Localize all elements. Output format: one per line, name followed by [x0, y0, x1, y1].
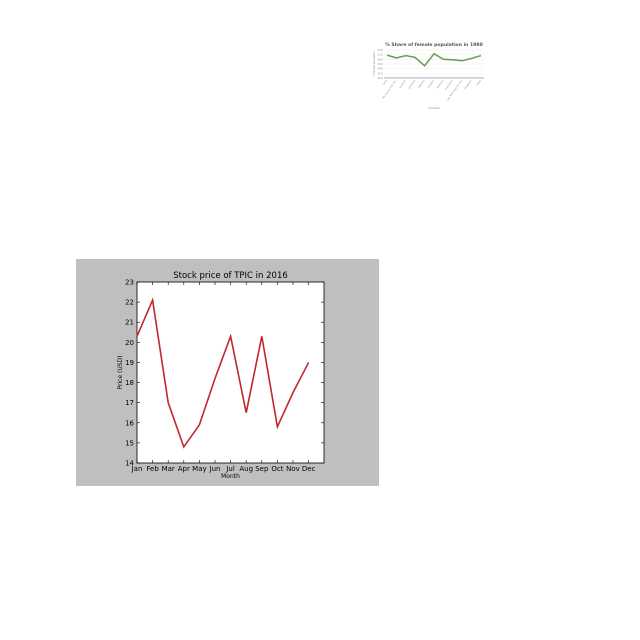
- main-chart-ytick-label: 17: [125, 399, 134, 407]
- main-chart-ytick-label: 21: [125, 319, 134, 327]
- female-population-chart: % Share of female population in 1980 52.0…: [372, 38, 494, 114]
- plot-area: [136, 281, 325, 464]
- main-chart-xtick-label: Apr: [178, 465, 190, 473]
- main-chart-xlabel: Month: [221, 473, 240, 480]
- stock-price-chart-svg: Stock price of TPIC in 2016 14 15 16 17 18 19 2…: [76, 259, 379, 486]
- small-chart-xlabel: Countries: [428, 107, 440, 110]
- small-chart-title: % Share of female population in 1980: [385, 42, 483, 48]
- main-chart-ytick-label: 22: [125, 299, 134, 307]
- main-chart-series-line: [136, 297, 310, 449]
- small-chart-xtick-label: Hungary: [427, 79, 435, 89]
- main-chart-ytick-label: 16: [125, 419, 134, 427]
- main-chart-xtick-label: Aug: [239, 465, 253, 473]
- main-chart-ytick-label: 18: [125, 379, 134, 387]
- small-chart-ytick-label: 51.0: [378, 54, 384, 57]
- main-chart-xtick-label: Jun: [209, 465, 221, 473]
- small-chart-xtick-label: Cuba: [382, 79, 388, 86]
- small-chart-xtick-label: Singapore: [464, 79, 473, 90]
- main-chart-xtick-label: Dec: [302, 465, 316, 473]
- small-chart-ytick-label: 47.0: [378, 72, 384, 75]
- small-chart-xtick-label: Lithuania: [408, 79, 417, 90]
- main-chart-xtick-label: Mar: [162, 465, 175, 473]
- small-chart-ytick-label: 48.0: [378, 68, 384, 71]
- small-chart-ytick-label: 50.0: [378, 58, 384, 61]
- small-chart-ytick-label: 46.0: [378, 77, 384, 80]
- small-chart-ytick-label: 52.0: [378, 49, 384, 52]
- small-chart-series-line: [386, 52, 482, 67]
- main-chart-xtick-label: Feb: [146, 465, 159, 473]
- small-chart-xtick-label: Lebanon: [399, 79, 407, 89]
- small-chart-xtick-label: Namibia: [418, 79, 426, 89]
- main-chart-xtick-label: May: [192, 465, 206, 473]
- small-chart-xtick-label: Qatar: [476, 79, 482, 86]
- small-chart-ytick-label: 49.0: [378, 63, 384, 66]
- small-chart-ylabel: % Female population: [373, 51, 376, 77]
- main-chart-title: Stock price of TPIC in 2016: [173, 271, 288, 281]
- main-chart-xtick-label: Nov: [286, 465, 300, 473]
- main-chart-ytick-label: 15: [125, 439, 134, 447]
- main-chart-ytick-label: 19: [125, 359, 134, 367]
- stock-price-chart: Stock price of TPIC in 2016 14 15 16 17 18 19 2…: [76, 259, 379, 486]
- main-chart-xtick-label: Jan: [131, 465, 143, 473]
- main-chart-ytick-label: 20: [125, 339, 134, 347]
- main-chart-ytick-label: 23: [125, 279, 134, 287]
- main-chart-ytick-label: 14: [125, 460, 134, 468]
- main-chart-xtick-label: Oct: [271, 465, 283, 473]
- small-chart-xtick-label: Costa Rica: [445, 79, 454, 91]
- female-population-chart-svg: % Share of female population in 198052.0…: [373, 42, 484, 110]
- main-chart-ylabel: Price (USD): [117, 355, 124, 389]
- main-chart-xtick-label: Jul: [225, 465, 235, 473]
- main-chart-xtick-label: Sep: [255, 465, 269, 473]
- small-chart-xtick-label: Maldives: [436, 79, 444, 89]
